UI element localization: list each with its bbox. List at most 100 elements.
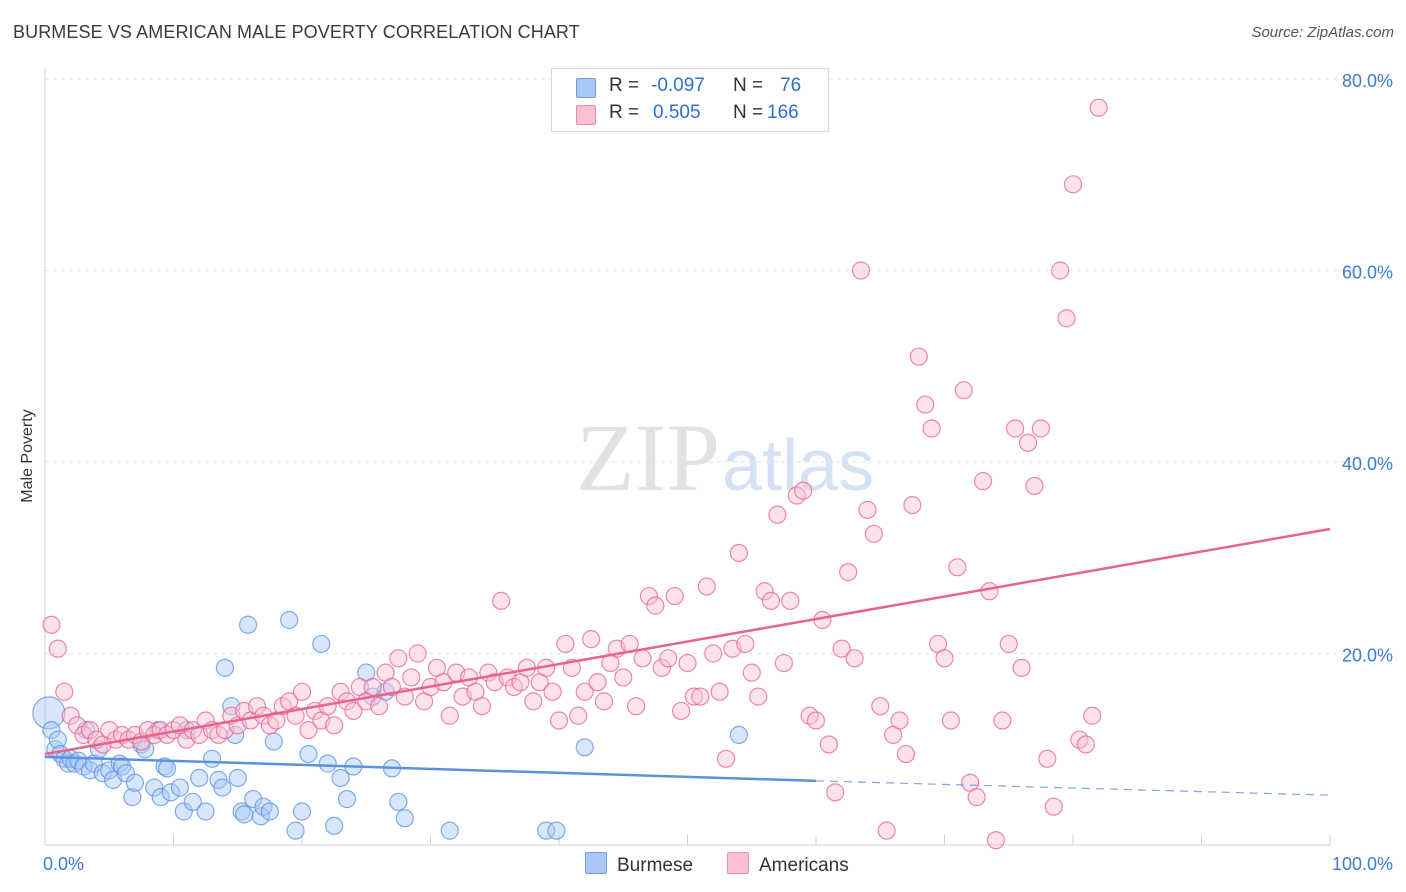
data-point-burmese (32, 696, 66, 730)
data-point-americans (659, 649, 678, 668)
data-point-burmese (196, 802, 215, 821)
data-point-americans (710, 682, 729, 701)
legend-row-americans: R = 0.505 N = 166 (552, 101, 828, 127)
y-tick-label: 40.0% (1342, 454, 1393, 474)
trend-line-burmese (44, 755, 817, 783)
data-point-americans (704, 644, 723, 663)
data-point-americans (382, 677, 402, 697)
data-point-burmese (123, 788, 142, 807)
series-legend-burmese: Burmese (585, 852, 693, 877)
data-point-americans (639, 586, 659, 606)
data-point-americans (652, 658, 671, 677)
data-point-americans (1038, 749, 1057, 768)
data-point-americans (845, 649, 864, 668)
data-point-americans (691, 687, 710, 706)
data-point-burmese (151, 788, 170, 807)
data-point-americans (749, 687, 768, 706)
legend-n-value: 76 (780, 75, 802, 96)
grid-lines (45, 78, 1392, 654)
data-point-americans (909, 347, 928, 366)
data-point-americans (524, 692, 543, 711)
data-point-burmese (537, 821, 556, 840)
y-tick-label: 80.0% (1342, 71, 1393, 91)
data-point-burmese (312, 634, 331, 654)
data-point-americans (42, 615, 61, 634)
data-point-americans (408, 644, 427, 663)
axes (44, 68, 1331, 846)
data-point-americans (80, 720, 100, 740)
data-point-burmese (42, 720, 61, 740)
data-point-americans (575, 682, 594, 701)
data-point-americans (890, 711, 909, 730)
data-point-americans (794, 481, 813, 500)
data-point-burmese (729, 725, 749, 744)
data-point-americans (48, 639, 67, 658)
data-point-americans (582, 630, 601, 649)
data-point-burmese (337, 789, 357, 809)
data-point-americans (633, 649, 652, 668)
data-point-burmese (170, 778, 190, 797)
data-point-americans (993, 711, 1012, 730)
data-point-burmese (575, 738, 594, 757)
data-point-americans (646, 596, 665, 615)
data-point-americans (588, 673, 607, 692)
data-point-burmese (235, 805, 254, 824)
data-point-americans (1012, 658, 1031, 677)
data-point-americans (877, 821, 896, 840)
data-point-americans (986, 831, 1006, 850)
data-point-burmese (318, 754, 337, 773)
data-point-burmese (389, 792, 408, 812)
data-point-burmese (232, 802, 251, 821)
data-point-burmese (59, 754, 78, 773)
legend-n-value: 166 (767, 102, 799, 123)
data-point-americans (402, 668, 421, 687)
legend-r-label: R = (609, 75, 640, 96)
data-point-burmese (48, 730, 67, 749)
data-point-americans (247, 697, 267, 716)
data-point-americans (916, 395, 935, 414)
data-point-burmese (280, 610, 299, 630)
legend-swatch-americans (576, 105, 596, 125)
data-point-americans (1063, 175, 1083, 194)
data-point-americans (1025, 476, 1044, 496)
data-point-americans (472, 697, 491, 716)
data-point-americans (344, 701, 363, 721)
data-point-burmese (244, 789, 263, 809)
data-point-americans (1018, 433, 1038, 452)
data-point-americans (973, 472, 993, 491)
data-point-americans (819, 735, 838, 754)
trend-line-extension-burmese (815, 780, 1331, 796)
data-point-burmese (161, 783, 181, 802)
data-point-americans (1076, 735, 1095, 754)
data-point-burmese (440, 821, 459, 840)
data-point-americans (954, 381, 973, 400)
data-point-americans (729, 543, 749, 563)
data-point-americans (948, 558, 967, 577)
data-point-burmese (183, 792, 202, 812)
data-point-americans (1031, 419, 1050, 438)
data-point-americans (614, 668, 633, 687)
data-point-burmese (238, 615, 258, 634)
data-point-burmese (190, 768, 209, 788)
data-point-americans (839, 563, 858, 582)
data-point-americans (896, 744, 916, 764)
data-point-americans (832, 639, 851, 658)
legend-row-burmese: R = -0.097 N = 76 (552, 74, 828, 100)
data-point-americans (671, 701, 691, 721)
data-point-americans (1089, 98, 1108, 117)
data-point-americans (1083, 706, 1102, 725)
legend-r-label: R = (609, 102, 640, 123)
data-point-burmese (202, 749, 222, 768)
data-point-burmese (547, 821, 566, 840)
data-point-americans (594, 692, 614, 711)
x-tick-label: 100.0% (1332, 854, 1393, 874)
legend-n-label: N = (733, 102, 764, 123)
series-legend-americans: Americans (727, 852, 849, 877)
data-point-americans (331, 682, 350, 701)
x-tick-label: 0.0% (43, 854, 84, 874)
legend-n-label: N = (733, 75, 764, 96)
y-tick-label: 20.0% (1342, 646, 1393, 666)
data-point-americans (697, 577, 716, 596)
data-point-americans (761, 591, 781, 610)
